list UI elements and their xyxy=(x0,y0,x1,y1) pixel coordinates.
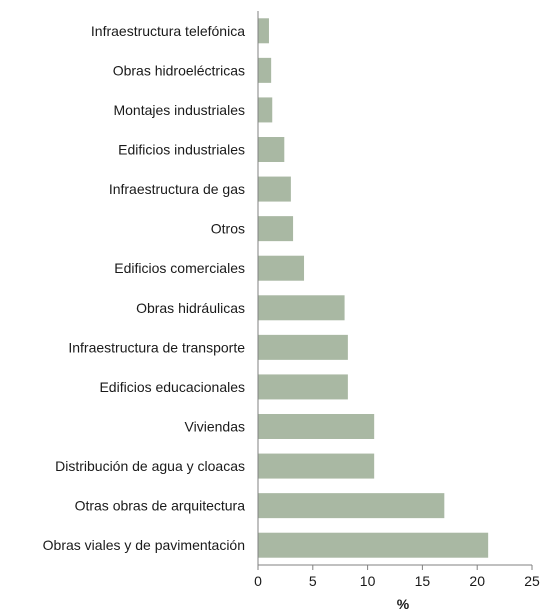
bar xyxy=(258,57,272,83)
bar xyxy=(258,176,291,202)
category-label: Obras hidroeléctricas xyxy=(113,62,245,78)
x-tick-label: 10 xyxy=(360,573,376,589)
bar xyxy=(258,374,348,400)
category-labels: Infraestructura telefónica Obras hidroelé… xyxy=(43,23,246,553)
category-label: Distribución de agua y cloacas xyxy=(55,458,245,474)
category-label: Otros xyxy=(211,221,245,237)
category-label: Infraestructura telefónica xyxy=(91,23,245,39)
bar xyxy=(258,334,348,360)
category-label: Infraestructura de gas xyxy=(109,181,245,197)
category-label: Montajes industriales xyxy=(113,102,245,118)
bar xyxy=(258,216,294,242)
x-tick-label: 20 xyxy=(469,573,485,589)
category-label: Obras viales y de pavimentación xyxy=(43,537,245,553)
category-label: Obras hidráulicas xyxy=(136,300,245,316)
category-label: Infraestructura de transporte xyxy=(68,339,245,355)
bar xyxy=(258,493,445,519)
bar xyxy=(258,18,269,44)
x-axis-title: % xyxy=(397,596,410,611)
category-label: Otras obras de arquitectura xyxy=(75,498,246,514)
bars-group xyxy=(258,18,489,558)
category-label: Edificios educacionales xyxy=(99,379,245,395)
bar xyxy=(258,295,345,321)
category-label: Edificios comerciales xyxy=(114,260,245,276)
bar xyxy=(258,137,285,162)
bar xyxy=(258,453,375,479)
x-axis-ticks: 0 5 10 15 20 25 xyxy=(254,565,540,589)
x-tick-label: 15 xyxy=(415,573,431,589)
x-tick-label: 5 xyxy=(309,573,317,589)
category-label: Edificios industriales xyxy=(118,142,245,158)
x-tick-label: 0 xyxy=(254,573,262,589)
bar xyxy=(258,97,273,123)
x-tick-label: 25 xyxy=(524,573,540,589)
bar xyxy=(258,255,305,281)
bar xyxy=(258,532,489,558)
category-label: Viviendas xyxy=(185,419,245,435)
bar xyxy=(258,414,375,439)
